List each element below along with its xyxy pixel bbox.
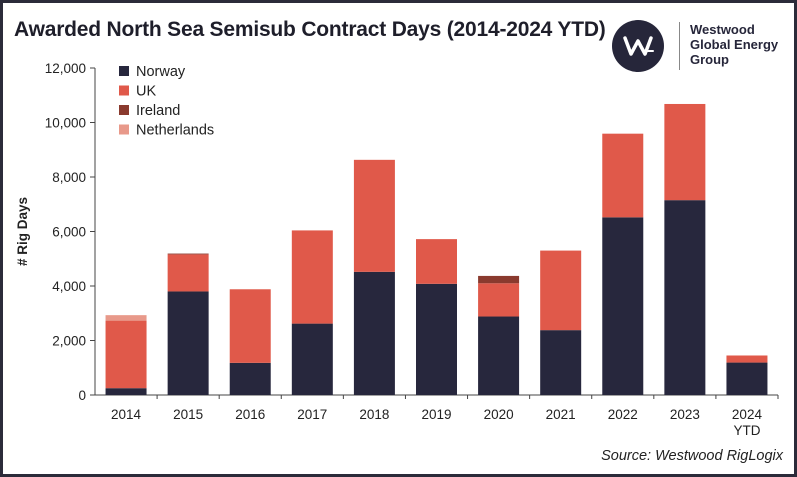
legend-swatch-norway [119, 66, 129, 76]
bar-uk-2021 [540, 250, 582, 331]
bar-uk-2016 [229, 289, 271, 363]
bar-uk-2018 [353, 159, 395, 272]
x-tick-label: 2018 [359, 407, 389, 422]
y-tick-label: 10,000 [45, 116, 86, 131]
x-tick-label: 2024 [732, 407, 763, 422]
bar-uk-2019 [416, 239, 457, 284]
y-tick-label: 12,000 [45, 61, 86, 76]
logo-text: Westwood Global Energy Group [690, 22, 790, 67]
bar-uk-2020 [478, 283, 520, 317]
y-tick-label: 2,000 [52, 334, 86, 349]
logo-line-2: Global Energy [690, 37, 779, 52]
legend-label-norway: Norway [136, 64, 186, 80]
bar-norway-2019 [416, 283, 457, 395]
westwood-w-icon [612, 20, 664, 72]
bar-norway-2018 [353, 271, 395, 395]
bar-uk-2023 [664, 103, 706, 201]
bar-norway-2024-ytd [726, 362, 768, 395]
x-tick-label: 2015 [173, 407, 203, 422]
x-tick-label: 2022 [608, 407, 638, 422]
y-tick-label: 6,000 [52, 225, 86, 240]
x-tick-label: 2020 [484, 407, 514, 422]
x-tick-label: 2023 [670, 407, 700, 422]
y-tick-label: 4,000 [52, 279, 86, 294]
bar-norway-2022 [602, 217, 644, 395]
bar-netherlands-2014 [105, 315, 147, 321]
x-tick-label: 2019 [421, 407, 451, 422]
bar-uk-2015 [167, 254, 209, 292]
bar-ireland-2020 [478, 275, 520, 284]
y-tick-label: 8,000 [52, 170, 86, 185]
bar-uk-2014 [105, 320, 147, 389]
y-axis-label: # Rig Days [15, 197, 30, 266]
bar-norway-2015 [167, 291, 209, 395]
bar-norway-2023 [664, 200, 706, 395]
logo-line-3: Group [690, 52, 729, 67]
x-tick-label: 2021 [546, 407, 576, 422]
legend-swatch-ireland [119, 105, 129, 115]
logo-divider [679, 22, 680, 70]
chart-title: Awarded North Sea Semisub Contract Days … [14, 18, 606, 41]
bar-norway-2017 [291, 323, 333, 395]
bar-norway-2020 [478, 316, 520, 395]
x-tick-label: YTD [733, 423, 760, 438]
x-tick-label: 2016 [235, 407, 265, 422]
bar-uk-2017 [291, 230, 333, 324]
legend-swatch-netherlands [119, 124, 129, 135]
x-tick-label: 2017 [297, 407, 327, 422]
y-tick-label: 0 [78, 388, 86, 403]
bar-norway-2016 [229, 362, 271, 395]
bar-uk-2024-ytd [726, 355, 768, 363]
bar-ireland-2015 [167, 253, 209, 255]
legend-swatch-uk [119, 85, 129, 96]
bar-norway-2014 [105, 388, 147, 395]
legend-label-netherlands: Netherlands [136, 123, 214, 139]
bar-norway-2021 [540, 330, 582, 395]
westwood-logo: Westwood Global Energy Group [612, 20, 787, 72]
source-note: Source: Westwood RigLogix [601, 448, 783, 464]
legend-label-ireland: Ireland [136, 103, 180, 119]
bar-uk-2022 [602, 133, 644, 218]
x-tick-label: 2014 [111, 407, 142, 422]
logo-line-1: Westwood [690, 22, 755, 37]
legend-label-uk: UK [136, 84, 156, 100]
